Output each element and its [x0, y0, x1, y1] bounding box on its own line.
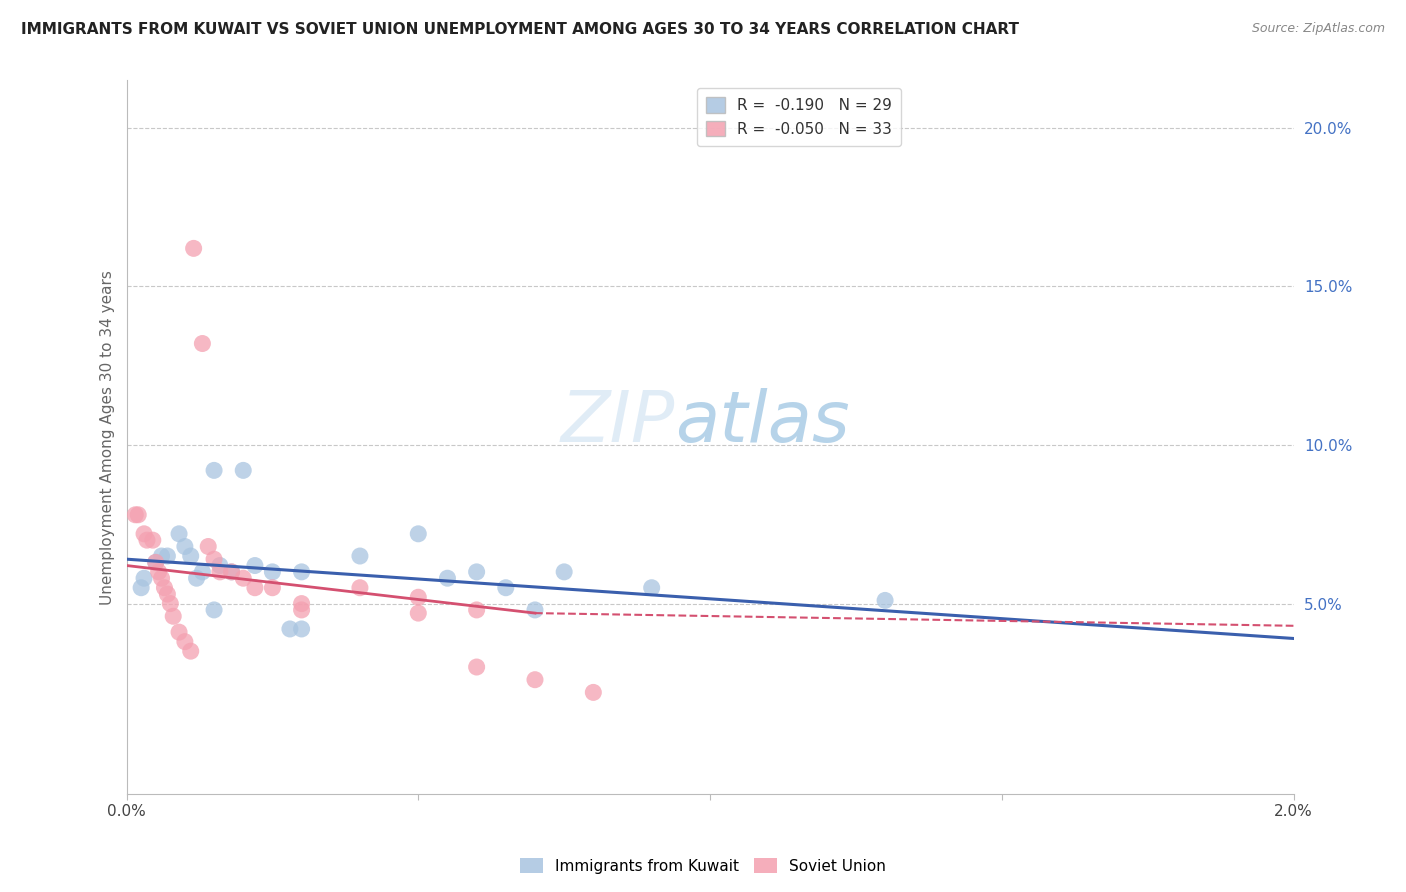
Point	[132, 571, 155, 585]
Point	[142, 533, 165, 548]
Point	[221, 565, 243, 579]
Legend: R =  -0.190   N = 29, R =  -0.050   N = 33: R = -0.190 N = 29, R = -0.050 N = 33	[697, 88, 901, 146]
Point	[136, 533, 159, 548]
Point	[183, 241, 205, 255]
Point	[232, 571, 254, 585]
Point	[174, 634, 197, 648]
Point	[290, 565, 312, 579]
Point	[640, 581, 664, 595]
Point	[167, 526, 190, 541]
Point	[408, 606, 430, 620]
Point	[208, 558, 231, 573]
Point	[127, 508, 149, 522]
Point	[186, 571, 208, 585]
Point	[202, 603, 225, 617]
Point	[290, 622, 312, 636]
Point	[191, 565, 214, 579]
Point	[174, 540, 197, 554]
Point	[180, 549, 202, 563]
Point	[553, 565, 575, 579]
Point	[124, 508, 146, 522]
Point	[262, 565, 284, 579]
Text: IMMIGRANTS FROM KUWAIT VS SOVIET UNION UNEMPLOYMENT AMONG AGES 30 TO 34 YEARS CO: IMMIGRANTS FROM KUWAIT VS SOVIET UNION U…	[21, 22, 1019, 37]
Point	[208, 565, 231, 579]
Point	[150, 571, 173, 585]
Point	[197, 540, 219, 554]
Point	[167, 625, 190, 640]
Point	[221, 565, 243, 579]
Point	[162, 609, 184, 624]
Text: Source: ZipAtlas.com: Source: ZipAtlas.com	[1251, 22, 1385, 36]
Legend: Immigrants from Kuwait, Soviet Union: Immigrants from Kuwait, Soviet Union	[513, 852, 893, 880]
Point	[278, 622, 301, 636]
Text: atlas: atlas	[675, 388, 849, 458]
Point	[495, 581, 517, 595]
Point	[436, 571, 458, 585]
Point	[232, 463, 254, 477]
Point	[465, 660, 488, 674]
Point	[523, 673, 546, 687]
Point	[465, 565, 488, 579]
Point	[465, 603, 488, 617]
Point	[159, 597, 181, 611]
Point	[191, 336, 214, 351]
Point	[290, 603, 312, 617]
Point	[145, 555, 167, 569]
Point	[349, 549, 371, 563]
Point	[148, 565, 170, 579]
Y-axis label: Unemployment Among Ages 30 to 34 years: Unemployment Among Ages 30 to 34 years	[100, 269, 115, 605]
Point	[408, 591, 430, 605]
Point	[202, 463, 225, 477]
Point	[262, 581, 284, 595]
Point	[153, 581, 176, 595]
Point	[180, 644, 202, 658]
Point	[156, 587, 179, 601]
Point	[349, 581, 371, 595]
Point	[582, 685, 605, 699]
Point	[290, 597, 312, 611]
Point	[243, 558, 266, 573]
Point	[243, 581, 266, 595]
Point	[156, 549, 179, 563]
Point	[150, 549, 173, 563]
Point	[202, 552, 225, 566]
Point	[129, 581, 152, 595]
Point	[408, 526, 430, 541]
Text: ZIP: ZIP	[561, 388, 675, 458]
Point	[145, 555, 167, 569]
Point	[523, 603, 546, 617]
Point	[873, 593, 897, 607]
Point	[132, 526, 155, 541]
